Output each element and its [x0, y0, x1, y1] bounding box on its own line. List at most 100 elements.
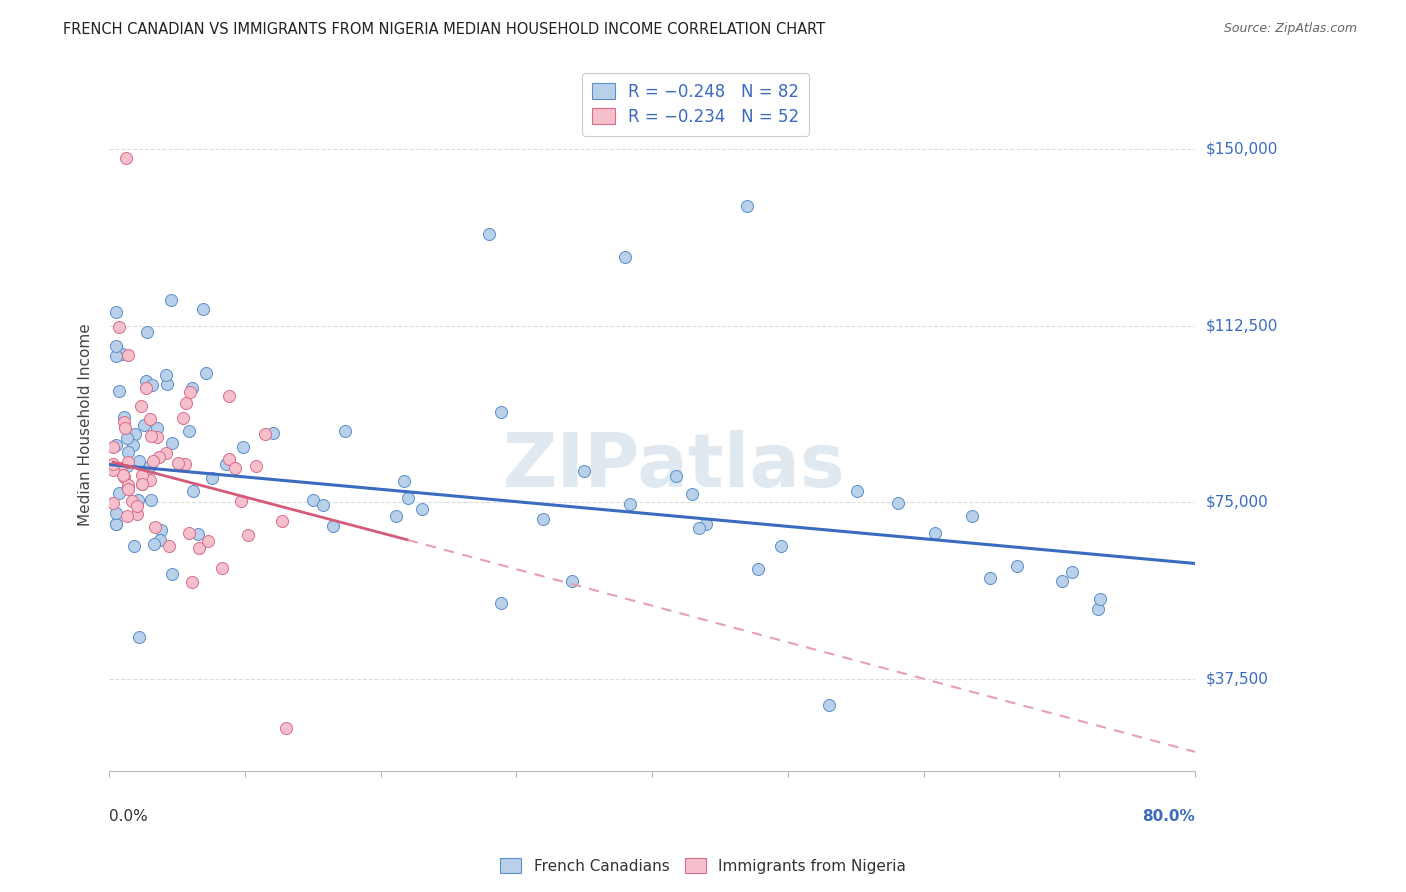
- Point: [681, 487, 703, 501]
- Point: [385, 509, 408, 524]
- Point: [614, 251, 637, 265]
- Point: [411, 501, 433, 516]
- Text: $37,500: $37,500: [1206, 672, 1270, 686]
- Point: [769, 539, 792, 553]
- Point: [491, 405, 513, 419]
- Point: [197, 534, 219, 549]
- Point: [128, 630, 150, 644]
- Point: [131, 477, 153, 491]
- Text: 0.0%: 0.0%: [110, 809, 148, 824]
- Point: [105, 506, 128, 520]
- Point: [735, 198, 758, 212]
- Point: [141, 377, 163, 392]
- Point: [111, 347, 134, 361]
- Point: [105, 305, 128, 319]
- Point: [232, 440, 254, 454]
- Point: [301, 492, 323, 507]
- Point: [110, 462, 132, 476]
- Point: [201, 471, 224, 485]
- Point: [135, 381, 157, 395]
- Point: [138, 459, 160, 474]
- Point: [136, 325, 159, 339]
- Point: [817, 698, 839, 712]
- Point: [1087, 601, 1109, 615]
- Text: Source: ZipAtlas.com: Source: ZipAtlas.com: [1223, 22, 1357, 36]
- Point: [117, 482, 139, 496]
- Point: [115, 508, 138, 523]
- Point: [112, 416, 135, 430]
- Point: [139, 473, 162, 487]
- Point: [131, 477, 153, 491]
- Point: [128, 453, 150, 467]
- Legend: French Canadians, Immigrants from Nigeria: French Canadians, Immigrants from Nigeri…: [494, 852, 912, 880]
- Point: [146, 430, 169, 444]
- Point: [574, 465, 596, 479]
- Point: [127, 507, 149, 521]
- Point: [156, 377, 179, 392]
- Point: [149, 533, 172, 548]
- Point: [181, 575, 204, 590]
- Point: [322, 519, 344, 533]
- Point: [619, 497, 641, 511]
- Text: $150,000: $150,000: [1206, 142, 1278, 156]
- Point: [695, 517, 717, 532]
- Point: [121, 438, 143, 452]
- Y-axis label: Median Household Income: Median Household Income: [79, 323, 93, 526]
- Point: [924, 525, 946, 540]
- Point: [224, 461, 246, 475]
- Point: [148, 450, 170, 465]
- Point: [312, 498, 335, 512]
- Point: [117, 481, 139, 495]
- Point: [960, 508, 983, 523]
- Point: [127, 492, 149, 507]
- Point: [117, 444, 139, 458]
- Point: [117, 431, 139, 445]
- Point: [214, 457, 236, 471]
- Point: [112, 470, 135, 484]
- Point: [274, 721, 297, 735]
- Text: $75,000: $75,000: [1206, 495, 1268, 509]
- Point: [105, 517, 128, 532]
- Point: [396, 491, 419, 505]
- Point: [392, 474, 415, 488]
- Point: [112, 467, 135, 482]
- Point: [1088, 591, 1111, 606]
- Point: [195, 367, 218, 381]
- Point: [262, 425, 284, 440]
- Point: [177, 526, 200, 541]
- Point: [139, 428, 162, 442]
- Point: [108, 384, 131, 398]
- Point: [103, 440, 125, 454]
- Point: [191, 302, 214, 317]
- Point: [531, 512, 554, 526]
- Point: [135, 374, 157, 388]
- Point: [142, 454, 165, 468]
- Point: [160, 435, 183, 450]
- Point: [139, 411, 162, 425]
- Point: [335, 424, 357, 438]
- Point: [143, 520, 166, 534]
- Point: [665, 469, 688, 483]
- Point: [107, 320, 129, 334]
- Point: [211, 561, 233, 575]
- Point: [105, 339, 128, 353]
- Point: [103, 463, 125, 477]
- Point: [134, 417, 156, 432]
- Point: [159, 293, 181, 308]
- Point: [167, 456, 190, 470]
- Point: [229, 494, 252, 508]
- Point: [561, 574, 583, 589]
- Point: [135, 464, 157, 478]
- Text: FRENCH CANADIAN VS IMMIGRANTS FROM NIGERIA MEDIAN HOUSEHOLD INCOME CORRELATION C: FRENCH CANADIAN VS IMMIGRANTS FROM NIGER…: [63, 22, 825, 37]
- Point: [187, 541, 209, 556]
- Point: [177, 424, 200, 438]
- Point: [157, 539, 180, 553]
- Point: [105, 438, 128, 452]
- Point: [107, 486, 129, 500]
- Point: [236, 527, 259, 541]
- Point: [103, 457, 125, 471]
- Text: 80.0%: 80.0%: [1142, 809, 1195, 824]
- Point: [245, 458, 267, 473]
- Point: [1062, 566, 1084, 580]
- Point: [155, 446, 177, 460]
